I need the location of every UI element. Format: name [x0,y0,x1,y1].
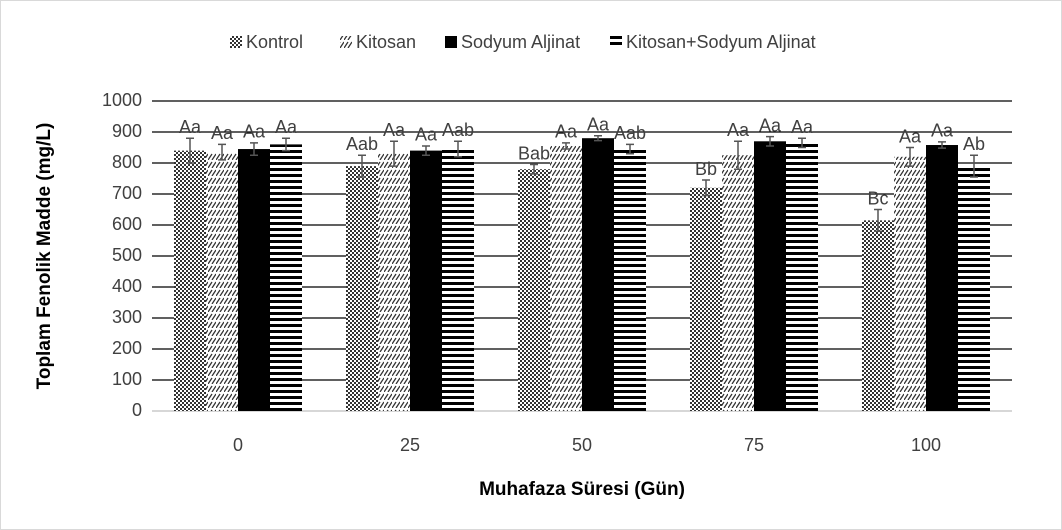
bar [550,145,582,411]
x-tick-label: 25 [400,435,420,455]
bar [410,150,442,411]
error-bar [938,141,946,149]
y-tick-label: 600 [112,214,142,234]
bar [958,166,990,411]
data-label: Aa [899,126,922,146]
error-bar [454,140,462,158]
data-label: Aab [442,120,474,140]
bar [786,142,818,411]
data-label: Aab [346,134,378,154]
x-tick-label: 100 [911,435,941,455]
error-bar [594,134,602,142]
data-label: Aa [727,120,750,140]
data-label: Aa [931,121,954,141]
bar [238,149,270,412]
legend-swatch [610,36,622,48]
y-axis-title: Toplam Fenolik Madde (mg/L) [34,123,55,390]
error-bar [766,135,774,147]
data-label: Aa [211,123,234,143]
data-label: Aab [614,123,646,143]
y-tick-label: 500 [112,245,142,265]
data-label: Aa [179,117,202,137]
data-label: Aa [275,117,298,137]
data-label: Bb [695,159,717,179]
y-tick-label: 200 [112,338,142,358]
bar [754,141,786,412]
error-bar [422,145,430,156]
bar [690,187,722,411]
data-label: Aa [555,122,578,142]
error-bar [970,154,978,178]
error-bar [218,143,226,161]
error-bar [390,140,398,167]
bar [518,169,550,411]
data-label: Aa [243,122,266,142]
y-tick-label: 400 [112,276,142,296]
y-tick-label: 900 [112,121,142,141]
data-label: Bc [867,188,888,208]
legend-swatch [445,36,457,48]
y-tick-label: 100 [112,369,142,389]
bar [862,220,894,411]
error-bar [874,208,882,232]
error-bar [562,142,570,150]
legend-swatch [340,36,352,48]
error-bar [358,154,366,178]
x-tick-label: 75 [744,435,764,455]
x-tick-label: 50 [572,435,592,455]
legend-label: Kontrol [246,32,303,52]
data-label: Bab [518,143,550,163]
error-bar [282,137,290,152]
data-label: Ab [963,134,985,154]
error-bar [530,163,538,175]
x-tick-label: 0 [233,435,243,455]
data-label: Aa [383,120,406,140]
error-bar [906,146,914,167]
bar [270,144,302,411]
y-tick-label: 1000 [102,90,142,110]
error-bar [250,142,258,156]
bar [346,166,378,411]
bar [378,153,410,411]
legend-label: Kitosan+Sodyum Aljinat [626,32,816,52]
error-bar [186,137,194,164]
legend-label: Sodyum Aljinat [461,32,580,52]
bar [174,150,206,411]
error-bar [734,140,742,170]
y-tick-label: 300 [112,307,142,327]
data-label: Aa [791,117,814,137]
legend-swatch [230,36,242,48]
y-tick-label: 700 [112,183,142,203]
error-bar [626,143,634,155]
y-tick-label: 0 [132,400,142,420]
data-label: Aa [587,114,610,134]
bar [894,156,926,411]
data-label: Aa [759,115,782,135]
bar [614,149,646,412]
bar [582,138,614,411]
legend-label: Kitosan [356,32,416,52]
error-bar [798,137,806,149]
error-bar [702,179,710,197]
data-label: Aa [415,125,438,145]
y-tick-label: 800 [112,152,142,172]
bar [722,155,754,411]
bar [926,145,958,411]
x-axis-title: Muhafaza Süresi (Gün) [479,479,685,500]
bar [442,149,474,412]
bar [206,152,238,411]
